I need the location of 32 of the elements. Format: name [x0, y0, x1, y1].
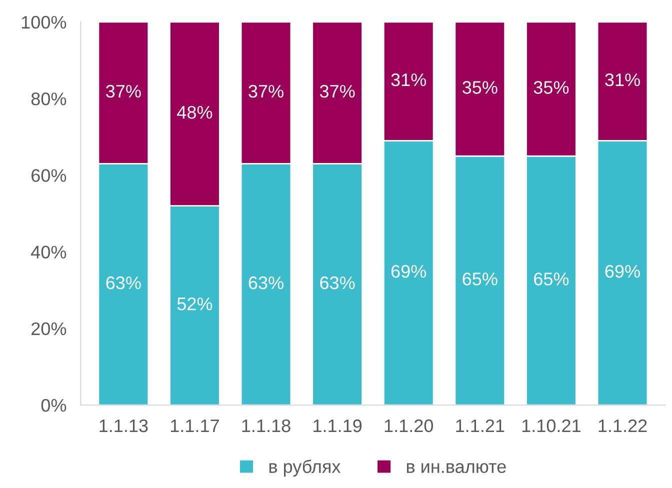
- data-label: 48%: [177, 106, 212, 119]
- data-label: 37%: [106, 84, 141, 98]
- x-tick-label: 1.10.21: [522, 419, 580, 432]
- data-label: 52%: [177, 298, 212, 310]
- legend-label: в ин.валюте: [406, 463, 506, 474]
- y-tick-label: 60%: [32, 169, 66, 182]
- x-tick-label: 1.1.21: [456, 419, 504, 432]
- data-label: 31%: [391, 73, 426, 86]
- data-label: 63%: [248, 276, 284, 290]
- data-label: 35%: [534, 81, 569, 94]
- y-tick-label: 40%: [31, 246, 66, 259]
- x-tick-label: 1.1.19: [314, 419, 362, 432]
- y-tick-label: 100%: [22, 16, 66, 29]
- data-label: 31%: [605, 73, 640, 86]
- data-label: 69%: [391, 264, 426, 278]
- data-label: 65%: [462, 272, 498, 286]
- data-label: 63%: [106, 276, 141, 290]
- x-tick-label: 1.1.22: [598, 419, 647, 432]
- y-tick-label: 80%: [31, 92, 66, 106]
- x-tick-label: 1.1.17: [170, 420, 219, 432]
- data-label: 35%: [462, 81, 498, 94]
- x-tick-label: 1.1.13: [100, 419, 148, 432]
- data-label: 65%: [534, 272, 569, 286]
- data-label: 37%: [320, 84, 355, 98]
- data-label: 37%: [248, 84, 284, 98]
- legend-label: в рублях: [269, 460, 341, 477]
- data-label: 63%: [320, 276, 355, 290]
- y-tick-label: 0%: [41, 398, 66, 412]
- data-label: 69%: [605, 264, 640, 278]
- x-tick-label: 1.1.18: [242, 419, 290, 432]
- x-tick-label: 1.1.20: [384, 419, 434, 432]
- y-tick-label: 20%: [32, 322, 66, 336]
